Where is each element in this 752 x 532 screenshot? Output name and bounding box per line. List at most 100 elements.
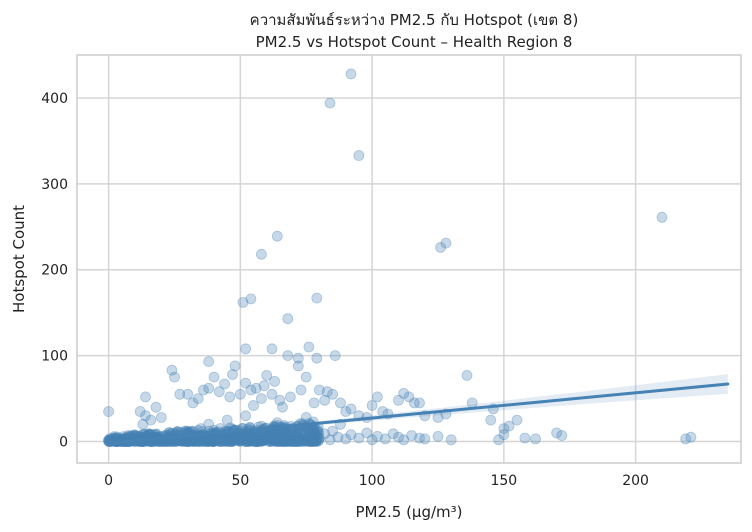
data-point [366, 434, 378, 446]
data-point [285, 433, 297, 444]
data-point [289, 436, 301, 447]
data-point [276, 435, 288, 447]
data-point [340, 406, 352, 417]
data-point [275, 435, 287, 447]
data-point [288, 436, 300, 447]
data-point [275, 434, 287, 446]
data-point [214, 436, 226, 447]
data-point [203, 436, 215, 447]
data-point [304, 436, 316, 447]
data-point [192, 393, 204, 405]
data-point [403, 391, 415, 403]
data-point [219, 435, 231, 447]
data-point [270, 432, 281, 444]
data-point [313, 384, 325, 396]
data-point [140, 410, 151, 422]
data-point [203, 436, 215, 447]
y-tick-label: 0 [59, 435, 68, 451]
data-point [303, 341, 315, 353]
data-point [206, 435, 218, 447]
data-point [304, 427, 315, 439]
data-point [230, 434, 242, 446]
data-point [267, 433, 279, 445]
data-point [256, 435, 268, 446]
plot-frame [76, 54, 742, 464]
data-point [255, 433, 267, 445]
data-point [267, 433, 279, 445]
data-point [332, 431, 344, 443]
data-point [511, 414, 523, 426]
data-point [277, 436, 289, 447]
data-point [319, 394, 331, 406]
data-point [279, 436, 291, 447]
data-point [258, 380, 270, 392]
data-point [197, 436, 209, 447]
data-point [174, 388, 186, 400]
data-point [414, 432, 425, 444]
data-point [213, 434, 225, 446]
data-point [201, 435, 213, 447]
data-point [166, 364, 178, 376]
x-tick-labels: 0 50 100 150 200 [104, 473, 649, 489]
data-point [280, 435, 292, 447]
data-point [227, 369, 238, 380]
data-point [324, 434, 336, 446]
data-point [297, 432, 309, 444]
data-point [282, 432, 294, 444]
data-point [303, 429, 315, 441]
data-point [432, 430, 444, 442]
data-point [313, 427, 325, 439]
data-point [245, 431, 257, 442]
data-point [272, 435, 284, 447]
data-point [245, 432, 257, 444]
data-point [254, 433, 266, 445]
data-point [268, 435, 280, 447]
x-tick-label: 200 [622, 473, 649, 489]
x-tick-label: 50 [231, 473, 249, 489]
data-point [240, 433, 252, 445]
data-point [398, 387, 410, 399]
data-point [345, 403, 357, 415]
data-point [340, 433, 352, 445]
data-point [232, 432, 244, 444]
data-point [255, 435, 267, 447]
data-point [307, 429, 319, 441]
data-point [281, 428, 293, 440]
data-point [286, 433, 298, 445]
data-point [245, 293, 257, 305]
data-point [275, 432, 287, 444]
data-point [291, 431, 303, 443]
data-point [313, 433, 325, 445]
data-point [353, 432, 365, 444]
data-point [239, 436, 251, 447]
data-point [255, 435, 267, 447]
data-point [310, 428, 322, 440]
data-point [311, 424, 323, 436]
data-point [282, 313, 294, 325]
data-point [287, 435, 299, 447]
data-point [243, 432, 255, 444]
data-point [414, 397, 425, 409]
data-point [307, 429, 319, 441]
data-point [213, 386, 225, 398]
regression-line [107, 382, 730, 445]
data-point [321, 386, 333, 398]
data-point [223, 436, 234, 447]
data-point [217, 435, 229, 447]
data-point [251, 435, 263, 447]
data-point [327, 388, 339, 400]
data-point [461, 369, 473, 381]
data-point [275, 434, 287, 446]
data-point [271, 230, 283, 242]
data-point [207, 436, 219, 447]
data-point [253, 430, 265, 442]
data-point [232, 434, 243, 446]
data-point [283, 436, 295, 447]
data-point [213, 434, 225, 446]
data-point [309, 431, 321, 443]
data-point [295, 434, 307, 446]
data-point [140, 391, 151, 403]
data-point [313, 434, 325, 446]
data-point [246, 435, 258, 447]
